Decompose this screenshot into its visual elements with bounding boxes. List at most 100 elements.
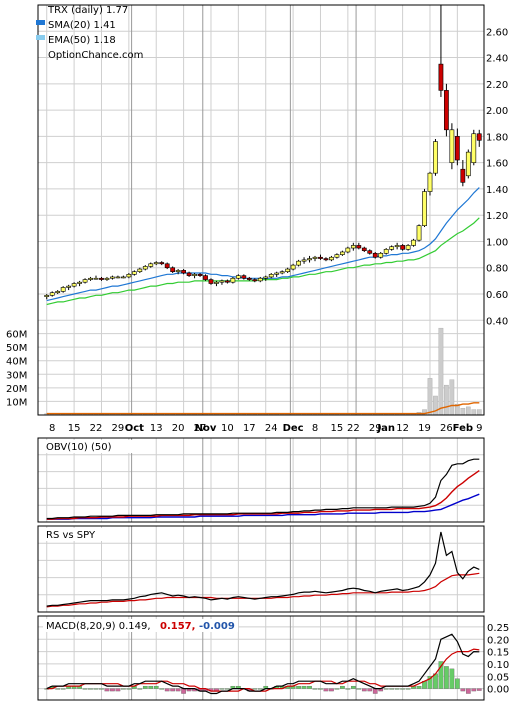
candle-body: [318, 256, 323, 259]
macd-histogram-bar: [55, 688, 61, 690]
candle-body: [383, 249, 389, 254]
x-tick-label: Jan: [376, 423, 395, 434]
candle-body: [329, 256, 334, 261]
macd-histogram-bar: [356, 688, 362, 690]
macd-histogram-bar: [93, 688, 99, 690]
x-tick-label: 29: [369, 423, 382, 434]
candle-body: [372, 252, 378, 258]
legend-sma-swatch: [36, 20, 45, 25]
rs-line: [46, 531, 480, 607]
macd-histogram-bar: [400, 688, 405, 690]
candle-body: [350, 245, 356, 249]
obv-panel: [37, 437, 485, 523]
volume-bar: [471, 409, 477, 416]
macd-histogram-bar: [340, 685, 345, 689]
macd-signal-label: 0.157,: [160, 621, 195, 632]
macd-histogram-bar: [104, 688, 110, 692]
price-plot-background: [38, 5, 484, 415]
x-tick-label: 10: [221, 423, 234, 434]
candle-body: [378, 252, 384, 258]
candle-body: [110, 276, 115, 279]
macd-histogram-bar: [367, 688, 373, 692]
macd-histogram-bar: [110, 688, 115, 692]
candle-body: [460, 168, 466, 183]
macd-histogram-bar: [60, 688, 66, 690]
candle-body: [416, 225, 422, 241]
candle-body: [405, 245, 411, 250]
candle-body: [55, 291, 61, 294]
volume-average-line: [46, 402, 480, 415]
macd-histogram-bar: [438, 661, 444, 689]
candle-body: [394, 245, 400, 248]
x-tick-label: 9: [476, 423, 482, 434]
macd-tick-label: 0.15: [487, 648, 509, 659]
text-layer: TRX (daily) 1.77 SMA(20) 1.41 EMA(50) 1.…: [36, 5, 238, 632]
volume-bar: [433, 395, 438, 416]
candle-body: [203, 275, 208, 280]
x-tick-label: 22: [90, 423, 103, 434]
candle-body: [225, 280, 230, 283]
x-tick-label: Dec: [283, 423, 304, 434]
price-tick-label: 1.20: [486, 211, 508, 222]
candle-body: [175, 270, 181, 272]
candle-body: [257, 277, 263, 282]
macd-histogram-bar: [389, 688, 395, 690]
candle-body: [230, 277, 236, 283]
price-tick-label: 1.40: [486, 185, 508, 196]
candle-body: [263, 276, 269, 279]
candle-body: [214, 281, 219, 284]
price-tick-label: 1.80: [486, 132, 508, 143]
macd-histogram-bar: [82, 688, 88, 690]
candle-body: [197, 274, 203, 276]
x-tick-label: Nov: [195, 423, 217, 434]
x-tick-label: 13: [150, 423, 163, 434]
candle-body: [356, 245, 362, 249]
candle-body: [433, 141, 438, 174]
candle-body: [422, 191, 427, 227]
macd-histogram-bar: [383, 688, 389, 690]
macd-histogram-bar: [465, 688, 471, 694]
candle-body: [60, 287, 66, 292]
macd-tick-label: 0.25: [487, 623, 509, 634]
macd-histogram-bar: [164, 688, 170, 692]
volume-tick-label: 10M: [6, 397, 27, 408]
macd-label-bg: [43, 619, 238, 632]
candle-body: [131, 271, 137, 275]
macd-histogram-bar: [318, 688, 323, 690]
candle-body: [307, 258, 312, 261]
chart-title: TRX (daily) 1.77: [47, 5, 128, 16]
candle-body: [465, 151, 471, 177]
macd-histogram-bar: [427, 676, 433, 689]
macd-histogram-bar: [225, 688, 230, 690]
x-tick-label: 27: [194, 423, 207, 434]
candle-body: [285, 268, 291, 272]
candle-body: [323, 258, 329, 261]
source-label: OptionChance.com: [48, 50, 143, 61]
price-tick-label: 2.20: [486, 80, 508, 91]
price-tick-label: 2.60: [486, 27, 508, 38]
volume-bar: [449, 379, 455, 416]
rs-label: RS vs SPY: [46, 530, 96, 541]
candle-body: [296, 260, 301, 266]
macd-histogram-bar: [394, 688, 400, 690]
candle-body: [99, 277, 104, 280]
candle-body: [454, 136, 460, 161]
candle-body: [208, 279, 214, 284]
macd-histogram-bar: [99, 688, 104, 690]
candle-body: [137, 268, 143, 272]
x-tick-label: 22: [347, 423, 360, 434]
macd-histogram-bar: [257, 688, 263, 690]
volume-tick-label: 50M: [6, 343, 27, 354]
macd-histogram-bar: [449, 668, 455, 689]
x-tick-label: 12: [396, 423, 409, 434]
macd-tick-label: 0.05: [487, 672, 509, 683]
price-tick-label: 0.40: [486, 316, 508, 327]
obv-frame: [37, 437, 485, 523]
macd-histogram-bar: [444, 666, 449, 689]
candle-body: [438, 63, 444, 91]
macd-tick-label: 0.10: [487, 660, 509, 671]
candle-body: [115, 276, 121, 279]
candle-body: [411, 239, 416, 246]
candle-body: [219, 280, 225, 283]
candle-body: [241, 275, 247, 279]
